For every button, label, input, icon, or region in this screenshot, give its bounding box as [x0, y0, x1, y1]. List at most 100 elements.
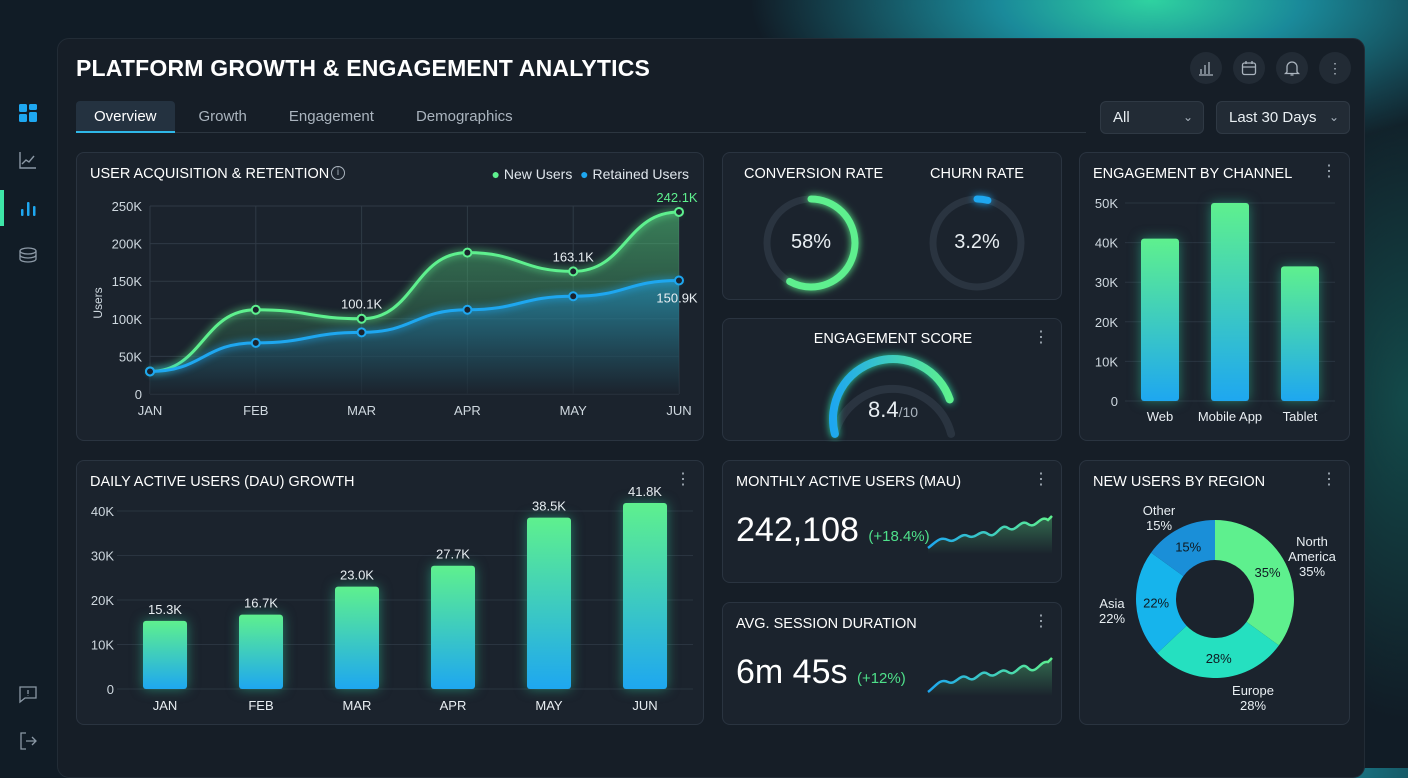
data-label: 15.3K	[148, 602, 182, 617]
more-icon: ⋮	[1328, 59, 1342, 76]
card-title: ENGAGEMENT SCORE	[813, 331, 973, 347]
page-title: PLATFORM GROWTH & ENGAGEMENT ANALYTICS	[76, 55, 651, 81]
line-chart-icon[interactable]	[14, 146, 42, 174]
slice-other	[1151, 520, 1215, 577]
info-icon[interactable]: i	[331, 166, 345, 180]
data-point	[250, 337, 261, 348]
y-tick-label: 30K	[91, 549, 114, 564]
data-point	[356, 327, 367, 338]
dashboard-icon[interactable]	[14, 99, 42, 127]
data-point	[568, 291, 579, 302]
data-label: 41.8K	[628, 484, 662, 499]
feedback-icon[interactable]	[14, 680, 42, 708]
sidebar	[0, 0, 57, 768]
more-icon[interactable]: ⋮	[1033, 329, 1049, 346]
segment-select[interactable]: All ⌄	[1100, 101, 1204, 134]
tab-bar: Overview Growth Engagement Demographics	[76, 101, 1086, 133]
y-tick-label: 150K	[112, 274, 143, 289]
tab-demographics[interactable]: Demographics	[415, 108, 513, 125]
y-tick-label: 20K	[1095, 315, 1118, 330]
y-tick-label: 0	[1111, 394, 1118, 409]
x-tick-label: MAR	[343, 698, 372, 713]
bar	[335, 586, 379, 689]
y-tick-label: 0	[135, 387, 142, 402]
x-tick-label: MAY	[535, 698, 563, 713]
x-tick-label: MAR	[347, 403, 376, 418]
data-label: 100.1K	[341, 297, 383, 312]
legend-dot-retained: ●	[580, 166, 589, 182]
bar-chart-icon[interactable]	[14, 194, 42, 222]
y-tick-label: 20K	[91, 593, 114, 608]
conversion-ring	[763, 195, 859, 291]
mau-value: 242,108 (+18.4%)	[736, 511, 930, 550]
more-icon[interactable]: ⋮	[1033, 613, 1049, 630]
x-tick-label: APR	[454, 403, 481, 418]
card-title: MONTHLY ACTIVE USERS (MAU)	[736, 474, 962, 490]
x-tick-label: JUN	[666, 403, 691, 418]
session-number: 6m 45s	[736, 653, 848, 691]
card-title: ENGAGEMENT BY CHANNEL	[1093, 166, 1293, 182]
acquisition-card: USER ACQUISITION & RETENTION i ● New Use…	[76, 152, 704, 441]
bell-icon	[1284, 61, 1300, 76]
layers-icon[interactable]	[14, 241, 42, 269]
region-label: Europe 28%	[1232, 683, 1274, 713]
bar	[1281, 266, 1319, 401]
active-indicator	[0, 190, 4, 226]
line-chart: 0 50K 100K 150K 200K 250K JAN FEB MAR APR MAY JUN Us…	[91, 190, 698, 418]
y-tick-label: 10K	[91, 638, 114, 653]
region-label: Other 15%	[1143, 503, 1176, 533]
bar	[143, 620, 187, 689]
date-range-value: Last 30 Days	[1229, 109, 1317, 126]
score-value: 8.4/10	[843, 397, 943, 423]
y-tick-label: 200K	[112, 237, 143, 252]
tab-engagement[interactable]: Engagement	[288, 108, 374, 125]
x-tick-label: Tablet	[1283, 409, 1318, 424]
more-icon[interactable]: ⋮	[1033, 471, 1049, 488]
y-tick-label: 50K	[119, 349, 142, 364]
legend-dot-new: ●	[491, 166, 500, 182]
tab-growth[interactable]: Growth	[198, 108, 247, 125]
data-point	[462, 247, 473, 258]
y-tick-label: 30K	[1095, 275, 1118, 290]
y-tick-label: 40K	[1095, 236, 1118, 251]
y-tick-label: 40K	[91, 504, 114, 519]
rates-card: CONVERSION RATE CHURN RATE 58% 3.2%	[722, 152, 1062, 300]
more-icon[interactable]: ⋮	[675, 471, 691, 488]
data-label: 38.5K	[532, 499, 566, 514]
region-card: NEW USERS BY REGION ⋮ 35% North America 35%…	[1079, 460, 1350, 725]
rate-rings	[763, 195, 1025, 291]
calendar-button[interactable]	[1233, 52, 1265, 84]
data-point	[568, 266, 579, 277]
data-label: 242.1K	[656, 190, 698, 205]
more-icon[interactable]: ⋮	[1321, 163, 1337, 180]
card-title: NEW USERS BY REGION	[1093, 474, 1266, 490]
date-range-select[interactable]: Last 30 Days ⌄	[1216, 101, 1350, 134]
more-icon[interactable]: ⋮	[1321, 471, 1337, 488]
data-label: 150.9K	[656, 291, 698, 306]
slice-label: 35%	[1255, 565, 1281, 580]
x-tick-label: MAY	[560, 403, 588, 418]
mau-change: (+18.4%)	[868, 528, 930, 545]
y-tick-label: 50K	[1095, 196, 1118, 211]
session-change: (+12%)	[856, 670, 906, 687]
reports-button[interactable]	[1190, 52, 1222, 84]
region-label: Asia 22%	[1099, 596, 1125, 626]
churn-value: 3.2%	[954, 231, 1000, 253]
x-tick-label: Web	[1147, 409, 1174, 424]
bar	[623, 502, 667, 689]
slice-label: 28%	[1206, 651, 1232, 666]
chevron-down-icon: ⌄	[1328, 110, 1339, 124]
logout-icon[interactable]	[14, 727, 42, 755]
data-point	[250, 304, 261, 315]
slice-north-america	[1215, 520, 1294, 646]
tab-overview[interactable]: Overview	[76, 101, 175, 133]
card-title: AVG. SESSION DURATION	[736, 616, 917, 632]
data-label: 16.7K	[244, 596, 278, 611]
churn-label: CHURN RATE	[930, 166, 1024, 182]
more-button[interactable]: ⋮	[1319, 52, 1351, 84]
score-suffix: /10	[898, 404, 919, 420]
notifications-button[interactable]	[1276, 52, 1308, 84]
slice-asia	[1136, 552, 1187, 654]
dau-card: DAILY ACTIVE USERS (DAU) GROWTH ⋮ 0 10K 20…	[76, 460, 704, 725]
calendar-icon	[1241, 61, 1257, 76]
